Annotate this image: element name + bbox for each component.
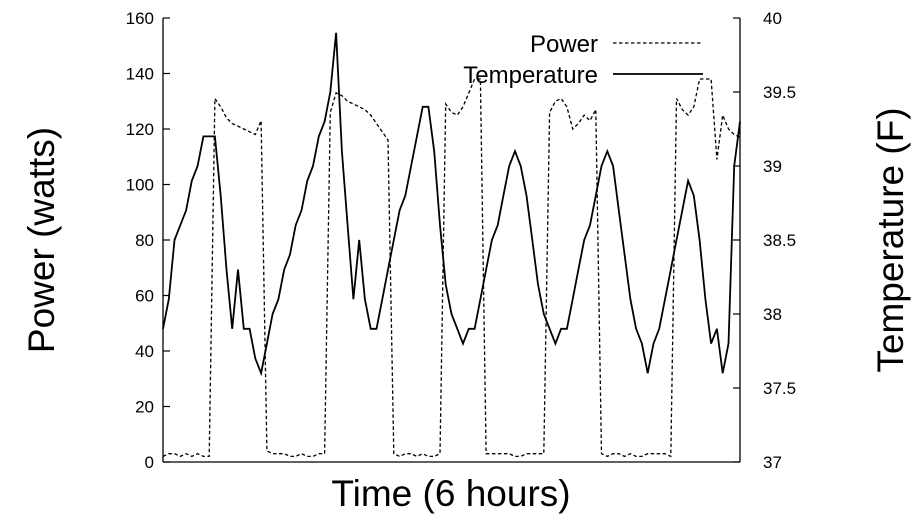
left-tick-label: 40	[135, 342, 154, 361]
y2-axis-title: Temperature (F)	[870, 107, 911, 372]
right-tick-label: 38.5	[763, 231, 796, 250]
legend: Power Temperature	[463, 31, 703, 89]
left-tick-label: 80	[135, 231, 154, 250]
left-tick-label: 100	[126, 176, 154, 195]
right-tick-label: 39.5	[763, 83, 796, 102]
left-tick-label: 120	[126, 120, 154, 139]
right-axis-ticks: 37 37.5 38 38.5 39 39.5 40	[733, 9, 796, 472]
left-tick-label: 140	[126, 65, 154, 84]
x-axis-title: Time (6 hours)	[331, 473, 570, 514]
plot-frame	[162, 18, 741, 463]
series-line-temperature	[162, 32, 741, 377]
series-line-power	[162, 78, 741, 458]
right-tick-label: 39	[763, 157, 782, 176]
right-tick-label: 38	[763, 305, 782, 324]
left-axis-ticks: 0 20 40 60 80 100 120 140 160	[126, 9, 170, 472]
left-tick-label: 160	[126, 9, 154, 28]
right-tick-label: 37.5	[763, 379, 796, 398]
legend-label-temperature: Temperature	[463, 62, 598, 89]
right-tick-label: 40	[763, 9, 782, 28]
series-layer	[162, 32, 741, 458]
left-tick-label: 0	[145, 453, 154, 472]
left-tick-label: 60	[135, 287, 154, 306]
y-axis-title: Power (watts)	[21, 127, 62, 353]
legend-label-power: Power	[530, 31, 598, 58]
right-tick-label: 37	[763, 453, 782, 472]
left-tick-label: 20	[135, 398, 154, 417]
